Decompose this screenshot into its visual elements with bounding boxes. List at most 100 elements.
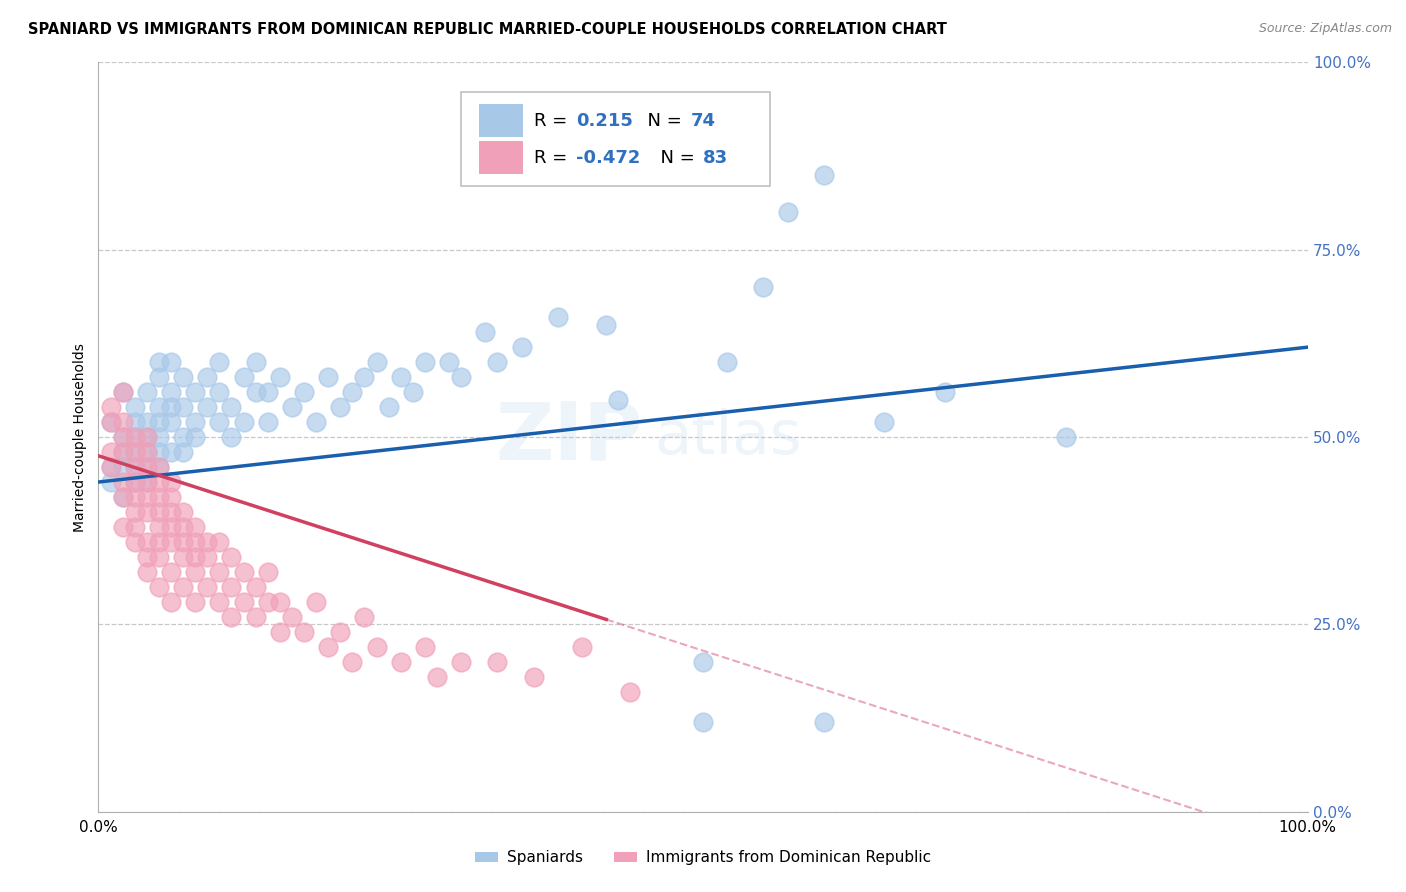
Point <box>195 580 218 594</box>
Point <box>135 549 157 564</box>
Point <box>111 415 134 429</box>
Text: N =: N = <box>637 112 688 130</box>
Point <box>135 535 157 549</box>
Point <box>111 430 134 444</box>
Point <box>124 520 146 534</box>
Point <box>148 535 170 549</box>
Point <box>221 400 243 414</box>
Point <box>124 445 146 459</box>
Point <box>486 655 509 669</box>
Point <box>195 400 218 414</box>
Point <box>195 535 218 549</box>
Point <box>135 415 157 429</box>
Point <box>148 415 170 429</box>
Point <box>547 310 569 325</box>
Point <box>111 385 134 400</box>
Point <box>245 355 267 369</box>
Point <box>281 400 304 414</box>
Point <box>172 505 194 519</box>
Y-axis label: Married-couple Households: Married-couple Households <box>73 343 87 532</box>
Point <box>160 520 183 534</box>
Point <box>184 595 207 609</box>
Point <box>292 624 315 639</box>
Point <box>148 460 170 475</box>
Point <box>595 318 617 332</box>
Point <box>135 385 157 400</box>
Point <box>329 624 352 639</box>
Point <box>221 580 243 594</box>
Point <box>135 565 157 579</box>
Point <box>160 415 183 429</box>
Text: 74: 74 <box>690 112 716 130</box>
Point <box>160 445 183 459</box>
Point <box>366 640 388 654</box>
Point <box>160 535 183 549</box>
Point <box>269 595 291 609</box>
Point <box>172 430 194 444</box>
Point <box>716 355 738 369</box>
Point <box>389 655 412 669</box>
Point <box>100 475 122 489</box>
Text: 83: 83 <box>703 149 728 167</box>
Point <box>813 168 835 182</box>
Point <box>281 610 304 624</box>
Point <box>172 520 194 534</box>
Point <box>124 430 146 444</box>
Point <box>160 565 183 579</box>
Point <box>148 580 170 594</box>
Point <box>124 445 146 459</box>
Point <box>269 624 291 639</box>
Point <box>124 505 146 519</box>
Point <box>1054 430 1077 444</box>
Legend: Spaniards, Immigrants from Dominican Republic: Spaniards, Immigrants from Dominican Rep… <box>470 845 936 871</box>
Point <box>148 400 170 414</box>
Point <box>184 430 207 444</box>
Point <box>160 505 183 519</box>
Point <box>111 490 134 504</box>
Point <box>135 505 157 519</box>
Point <box>124 415 146 429</box>
Point <box>245 385 267 400</box>
Point <box>135 475 157 489</box>
FancyBboxPatch shape <box>479 104 523 137</box>
Point <box>486 355 509 369</box>
Point <box>160 475 183 489</box>
Point <box>619 685 641 699</box>
Point <box>342 655 364 669</box>
FancyBboxPatch shape <box>461 93 769 186</box>
Point <box>208 535 231 549</box>
Point <box>172 370 194 384</box>
Point <box>195 549 218 564</box>
Point <box>184 415 207 429</box>
Point <box>692 714 714 729</box>
Point <box>100 415 122 429</box>
Point <box>305 415 328 429</box>
Point <box>172 580 194 594</box>
Point <box>523 670 546 684</box>
Point <box>316 370 339 384</box>
Point <box>934 385 956 400</box>
FancyBboxPatch shape <box>479 141 523 174</box>
Text: -0.472: -0.472 <box>576 149 640 167</box>
Point <box>245 580 267 594</box>
Point <box>100 445 122 459</box>
Point <box>100 415 122 429</box>
Point <box>571 640 593 654</box>
Point <box>111 445 134 459</box>
Point <box>474 325 496 339</box>
Point <box>450 370 472 384</box>
Point <box>172 400 194 414</box>
Point <box>148 445 170 459</box>
Point <box>184 565 207 579</box>
Point <box>124 400 146 414</box>
Point <box>160 355 183 369</box>
Point <box>124 460 146 475</box>
Point <box>316 640 339 654</box>
Point <box>342 385 364 400</box>
Point <box>160 400 183 414</box>
Point <box>148 460 170 475</box>
Point <box>329 400 352 414</box>
Point <box>208 565 231 579</box>
Point <box>172 535 194 549</box>
Point <box>195 370 218 384</box>
